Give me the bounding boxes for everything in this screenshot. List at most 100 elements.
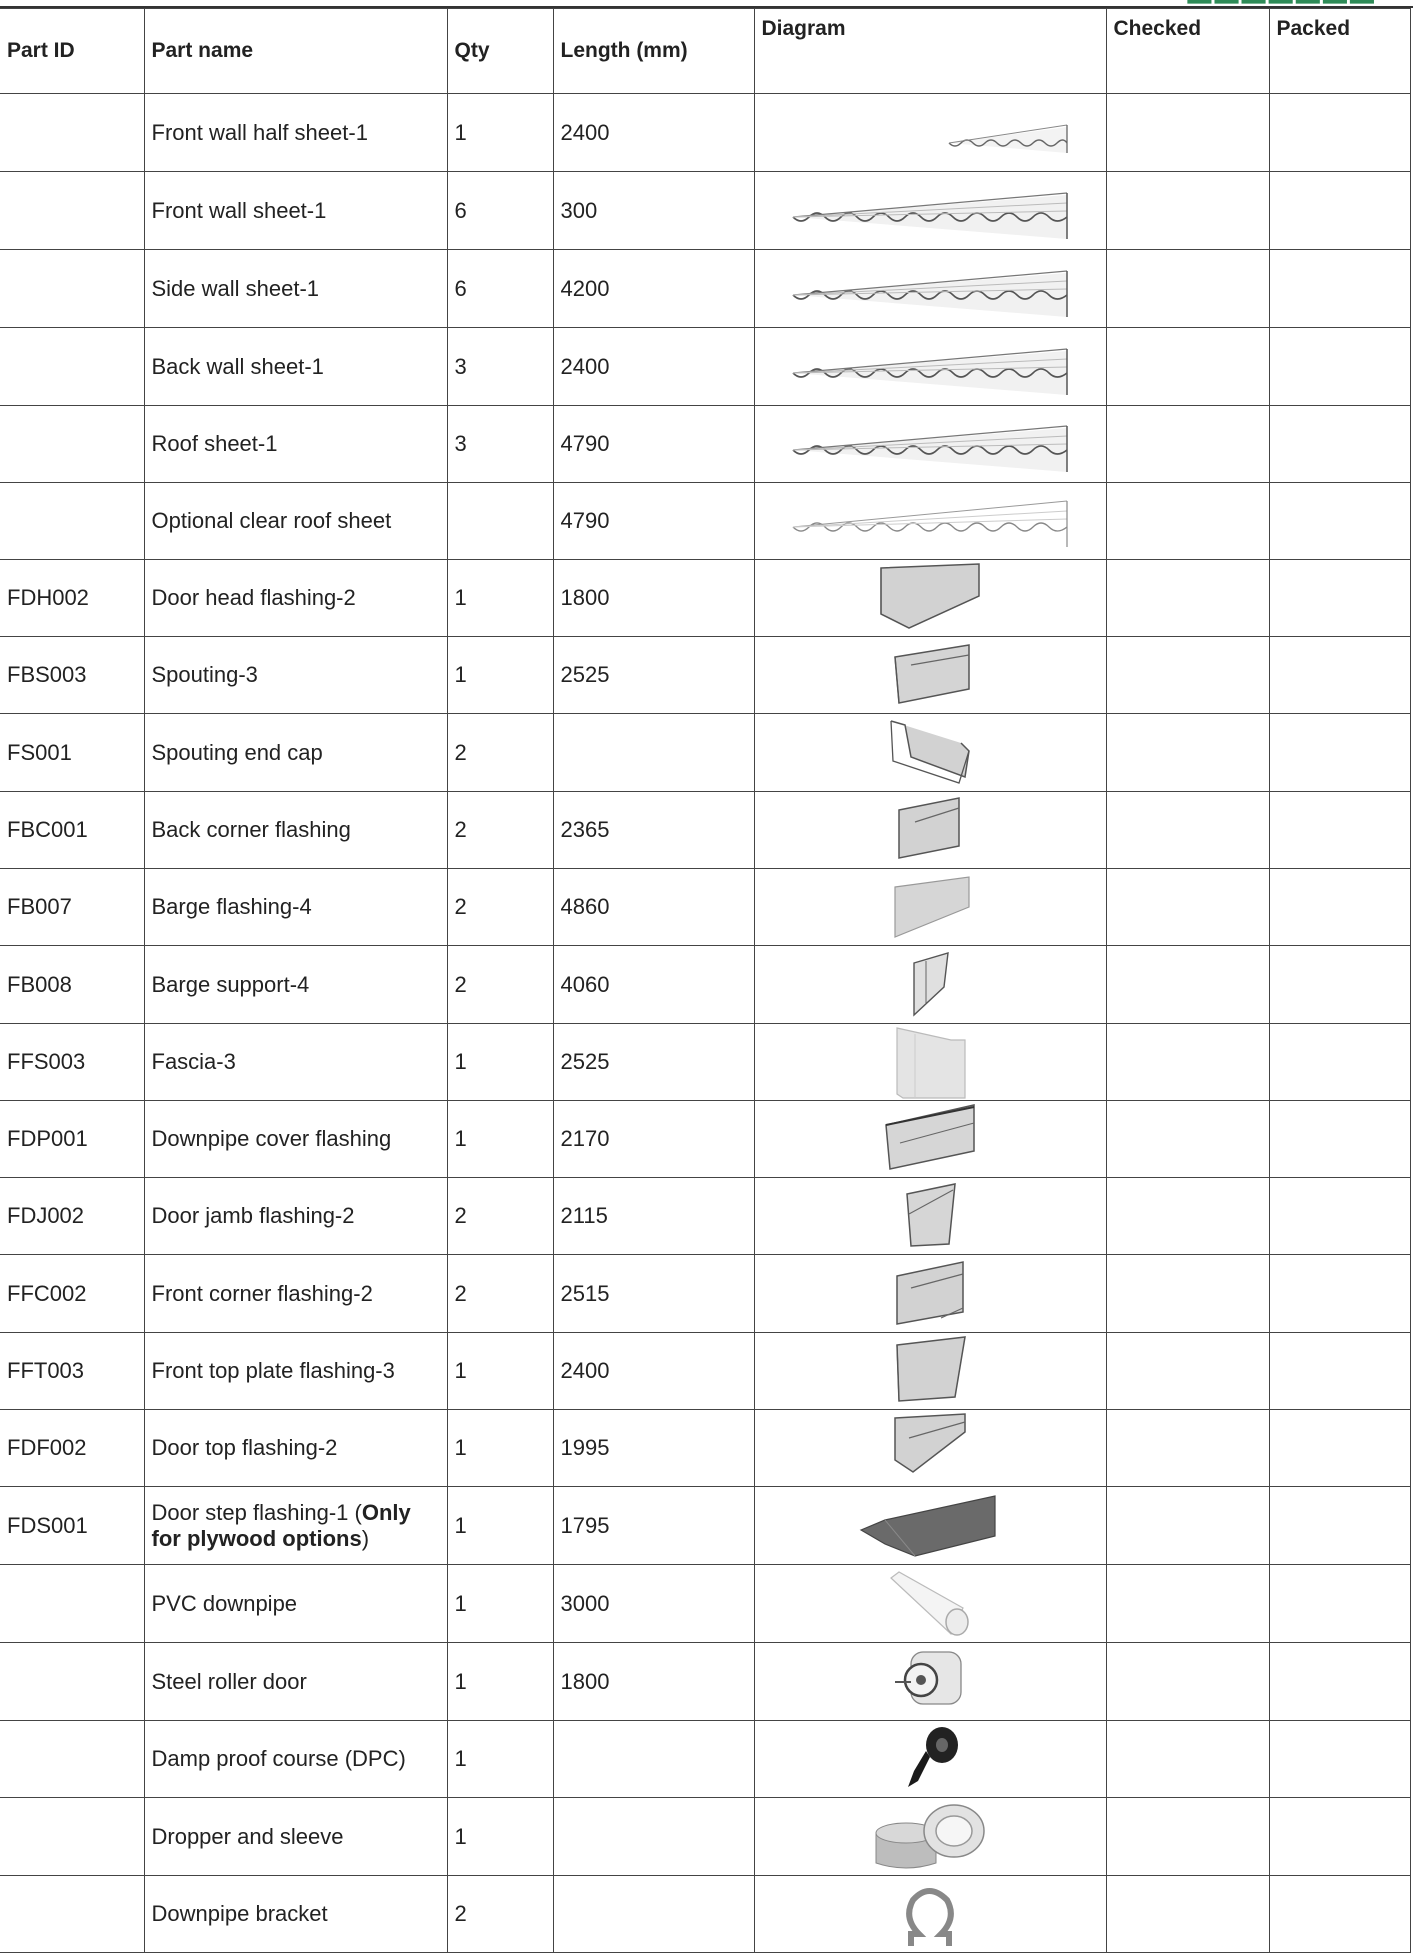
part-id-cell (0, 1720, 145, 1798)
part-name-text: Front wall sheet-1 (151, 197, 327, 223)
packed-cell (1268, 1332, 1411, 1410)
packed-cell (1268, 1177, 1411, 1255)
clear-corrugated-sheet-icon (755, 491, 1105, 551)
table-row: Damp proof course (DPC) 1 (0, 1720, 1411, 1798)
packed-cell (1268, 636, 1411, 714)
diagram-cell (753, 1254, 1107, 1333)
roller-door-icon (755, 1646, 1105, 1718)
part-name-text: Front top plate flashing-3 (151, 1358, 395, 1383)
part-name-cell: Fascia-3 (143, 1023, 448, 1101)
checked-cell (1105, 405, 1270, 483)
table-row: Front wall half sheet-1 1 2400 (0, 93, 1411, 172)
packed-cell (1268, 945, 1411, 1024)
packed-cell (1268, 171, 1411, 250)
diagram-cell (753, 482, 1107, 560)
table-row: FDF002 Door top flashing-2 1 1995 (0, 1409, 1411, 1487)
diagram-cell (753, 1100, 1107, 1178)
part-name-text: Back corner flashing (151, 817, 351, 842)
header-part-id: Part ID (0, 8, 145, 94)
part-id-cell (0, 327, 145, 406)
door-head-flashing-icon (755, 562, 1105, 634)
length-cell: 4790 (552, 405, 755, 483)
part-id-cell: FBC001 (0, 791, 145, 869)
diagram-cell (753, 559, 1107, 637)
qty-cell: 2 (446, 1875, 554, 1953)
part-name-cell: Spouting-3 (143, 636, 448, 714)
part-name-cell: Spouting end cap (143, 713, 448, 792)
checked-cell (1105, 1023, 1270, 1101)
door-jamb-flashing-icon (755, 1180, 1105, 1252)
front-corner-flashing-icon (755, 1258, 1105, 1330)
table-row: FS001 Spouting end cap 2 (0, 713, 1411, 792)
qty-cell: 1 (446, 1720, 554, 1798)
table-row: FFC002 Front corner flashing-2 2 2515 (0, 1254, 1411, 1333)
checked-cell (1105, 1720, 1270, 1798)
checked-cell (1105, 1100, 1270, 1178)
diagram-cell (753, 171, 1107, 250)
part-name-cell: Barge flashing-4 (143, 868, 448, 946)
header-diagram: Diagram (753, 8, 1107, 94)
qty-cell: 1 (446, 1100, 554, 1178)
length-cell (552, 1797, 755, 1876)
length-cell: 2515 (552, 1254, 755, 1333)
length-cell (552, 1720, 755, 1798)
part-id-cell: FFS003 (0, 1023, 145, 1101)
part-name-text: Optional clear roof sheet (151, 508, 392, 533)
dropper-sleeve-icon (755, 1801, 1105, 1873)
part-name-text: Spouting-3 (151, 662, 258, 687)
part-id-cell: FS001 (0, 713, 145, 792)
part-name-cell: Dropper and sleeve (143, 1797, 448, 1876)
part-name-text: Door top flashing-2 (151, 1435, 338, 1460)
length-cell: 2525 (552, 636, 755, 714)
header-checked: Checked (1105, 8, 1270, 94)
pvc-pipe-icon (755, 1568, 1105, 1640)
qty-cell: 2 (446, 713, 554, 792)
part-id-cell: FFC002 (0, 1254, 145, 1333)
spouting-icon (755, 639, 1105, 711)
qty-cell: 2 (446, 868, 554, 946)
part-name-text: Back wall sheet-1 (151, 353, 324, 379)
length-cell: 2525 (552, 1023, 755, 1101)
packed-cell (1268, 1409, 1411, 1487)
part-name-text: Barge support-4 (151, 971, 310, 997)
part-id-cell (0, 405, 145, 483)
part-name-text: Spouting end cap (151, 739, 323, 765)
length-cell: 4060 (552, 945, 755, 1024)
packed-cell (1268, 559, 1411, 637)
qty-cell: 1 (446, 1564, 554, 1643)
barge-flashing-icon (755, 871, 1105, 943)
diagram-cell (753, 1332, 1107, 1410)
qty-cell: 2 (446, 1177, 554, 1255)
checked-cell (1105, 1875, 1270, 1953)
diagram-cell (753, 1642, 1107, 1721)
table-row: Downpipe bracket 2 (0, 1875, 1411, 1953)
table-row: FDJ002 Door jamb flashing-2 2 2115 (0, 1177, 1411, 1255)
packed-cell (1268, 327, 1411, 406)
table-row: FFT003 Front top plate flashing-3 1 2400 (0, 1332, 1411, 1410)
spouting-end-cap-icon (755, 717, 1105, 789)
qty-cell: 1 (446, 1486, 554, 1565)
checked-cell (1105, 791, 1270, 869)
diagram-cell (753, 1564, 1107, 1643)
checked-cell (1105, 636, 1270, 714)
packed-cell (1268, 1254, 1411, 1333)
length-cell: 4860 (552, 868, 755, 946)
diagram-cell (753, 93, 1107, 172)
barge-support-icon (755, 949, 1105, 1021)
corrugated-sheet-icon (755, 414, 1105, 474)
part-id-cell: FDS001 (0, 1486, 145, 1565)
part-name-text: Steel roller door (151, 1668, 307, 1694)
part-id-cell: FDF002 (0, 1409, 145, 1487)
length-cell: 4200 (552, 249, 755, 328)
part-name-cell: Roof sheet-1 (143, 405, 448, 483)
dpc-roll-icon (755, 1723, 1105, 1795)
checked-cell (1105, 1797, 1270, 1876)
diagram-cell (753, 945, 1107, 1024)
qty-cell: 1 (446, 1023, 554, 1101)
half-corrugated-sheet-icon (755, 103, 1105, 163)
part-name-cell: Damp proof course (DPC) (143, 1720, 448, 1798)
checked-cell (1105, 868, 1270, 946)
header-length: Length (mm) (552, 8, 755, 94)
header-row: Part ID Part name Qty Length (mm) Diagra… (0, 8, 1411, 94)
part-name-cell: Back wall sheet-1 (143, 327, 448, 406)
